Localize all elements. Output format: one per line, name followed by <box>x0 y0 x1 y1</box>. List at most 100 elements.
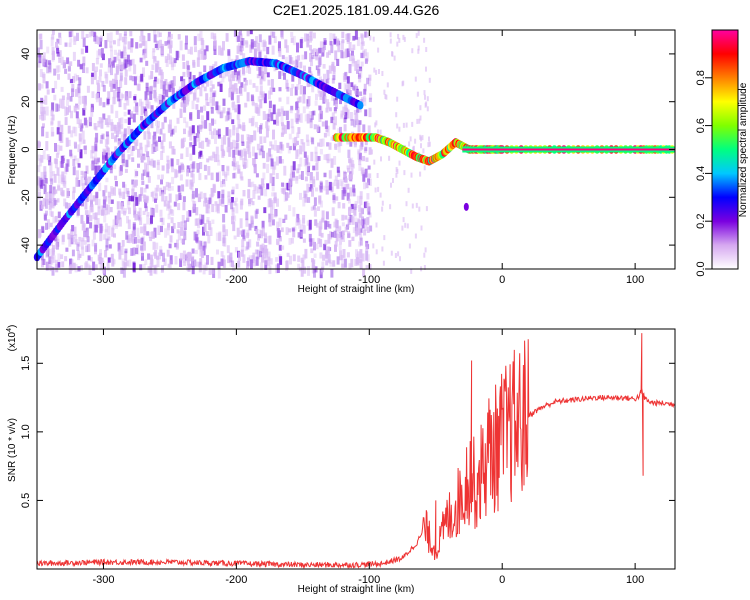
heatmap-noise-cell <box>295 56 299 66</box>
heatmap-noise-cell <box>57 73 60 80</box>
heatmap-noise-cell <box>209 80 213 86</box>
heatmap-noise-cell <box>144 111 148 121</box>
heatmap-noise-cell <box>303 65 306 72</box>
heatmap-noise-cell <box>225 70 229 77</box>
heatmap-noise-cell <box>290 31 294 38</box>
heatmap-noise-cell <box>158 93 162 101</box>
heatmap-noise-cell <box>187 264 191 272</box>
heatmap-noise-cell <box>336 58 340 66</box>
heatmap-noise-cell <box>288 55 292 64</box>
heatmap-noise-cell <box>217 159 221 166</box>
heatmap-noise-cell <box>352 188 356 193</box>
heatmap-noise-cell <box>296 84 300 90</box>
heatmap-noise-cell <box>127 109 131 115</box>
heatmap-noise-cell <box>253 163 257 173</box>
heatmap-noise-cell <box>47 199 51 205</box>
heatmap-noise-cell <box>211 84 215 89</box>
heatmap-noise-cell <box>338 82 342 89</box>
heatmap-noise-cell <box>319 185 323 193</box>
heatmap-noise-cell <box>181 81 184 89</box>
x-tick-label: -200 <box>225 274 247 286</box>
heatmap-noise-cell <box>256 241 260 247</box>
heatmap-noise-cell <box>292 228 296 238</box>
heatmap-noise-cell <box>56 52 60 57</box>
heatmap-noise-cell <box>150 158 154 167</box>
heatmap-noise-cell <box>286 86 290 92</box>
heatmap-noise-cell <box>128 196 132 202</box>
heatmap-noise-cell <box>326 142 330 147</box>
heatmap-noise-cell <box>150 105 154 113</box>
heatmap-noise-cell <box>153 30 157 35</box>
heatmap-noise-cell <box>201 50 205 60</box>
heatmap-noise-cell <box>211 190 215 196</box>
heatmap-noise-cell <box>293 65 297 71</box>
heatmap-noise-cell <box>259 244 263 253</box>
heatmap-noise-cell <box>170 80 174 89</box>
heatmap-noise-cell <box>311 259 315 266</box>
heatmap-noise-cell <box>92 195 96 202</box>
heatmap-noise-cell <box>171 176 175 185</box>
heatmap-noise-cell <box>97 165 101 171</box>
heatmap-noise-cell <box>146 212 150 217</box>
heatmap-noise-cell <box>264 188 268 197</box>
heatmap-noise-cell <box>225 229 228 237</box>
heatmap-noise-cell <box>330 116 334 124</box>
heatmap-noise-cell <box>40 253 44 261</box>
heatmap-noise-cell <box>51 171 55 176</box>
heatmap-noise-cell <box>347 218 351 225</box>
heatmap-noise-cell <box>339 179 343 186</box>
heatmap-noise-cell <box>48 156 52 166</box>
heatmap-noise-cell <box>48 256 52 264</box>
heatmap-noise-cell <box>269 87 273 95</box>
heatmap-noise-cell <box>356 195 360 204</box>
heatmap-noise-cell <box>138 194 142 201</box>
heatmap-noise-cell <box>179 252 183 261</box>
heatmap-noise-cell <box>105 74 109 84</box>
heatmap-noise-cell <box>209 65 213 72</box>
heatmap-noise-cell <box>176 159 180 166</box>
heatmap-noise-cell <box>417 45 420 51</box>
heatmap-noise-cell <box>272 129 275 140</box>
heatmap-noise-cell <box>113 187 116 196</box>
heatmap-noise-cell <box>248 198 252 205</box>
heatmap-noise-cell <box>51 256 55 263</box>
heatmap-noise-cell <box>199 150 203 157</box>
heatmap-noise-cell <box>331 64 335 71</box>
heatmap-noise-cell <box>260 230 263 239</box>
heatmap-noise-cell <box>216 249 219 255</box>
heatmap-noise-cell <box>117 140 121 146</box>
heatmap-noise-cell <box>98 97 102 106</box>
heatmap-noise-cell <box>259 99 263 109</box>
heatmap-noise-cell <box>178 86 182 91</box>
heatmap-noise-cell <box>361 253 365 262</box>
heatmap-noise-cell <box>353 210 357 215</box>
heatmap-noise-cell <box>375 69 378 75</box>
heatmap-noise-cell <box>164 41 168 46</box>
heatmap-noise-cell <box>147 33 151 42</box>
heatmap-noise-cell <box>69 258 73 267</box>
heatmap-noise-cell <box>266 72 270 78</box>
heatmap-noise-cell <box>137 163 140 168</box>
heatmap-noise-cell <box>276 228 280 238</box>
heatmap-noise-cell <box>107 191 111 198</box>
heatmap-noise-cell <box>232 157 236 167</box>
heatmap-noise-cell <box>143 194 147 202</box>
heatmap-noise-cell <box>244 80 248 86</box>
heatmap-noise-cell <box>244 102 248 108</box>
heatmap-noise-cell <box>133 106 137 112</box>
heatmap-noise-cell <box>42 73 46 84</box>
heatmap-noise-cell <box>213 119 217 125</box>
heatmap-noise-cell <box>183 117 187 124</box>
heatmap-noise-cell <box>62 60 66 69</box>
heatmap-noise-cell <box>315 51 319 61</box>
heatmap-noise-cell <box>221 76 225 83</box>
heatmap-noise-cell <box>123 210 127 216</box>
heatmap-noise-cell <box>285 260 289 269</box>
heatmap-noise-cell <box>192 92 196 101</box>
heatmap-noise-cell <box>205 45 209 52</box>
heatmap-noise-cell <box>250 215 254 224</box>
heatmap-noise-cell <box>46 154 50 161</box>
heatmap-noise-cell <box>357 228 361 236</box>
heatmap-noise-cell <box>58 32 62 38</box>
heatmap-noise-cell <box>48 260 52 270</box>
